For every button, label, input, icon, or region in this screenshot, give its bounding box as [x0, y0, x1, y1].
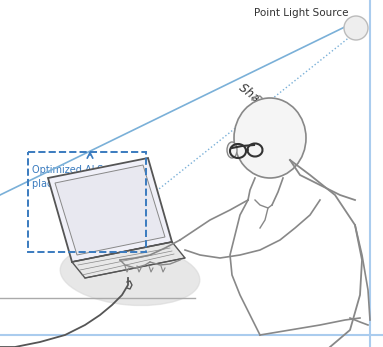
Ellipse shape	[60, 245, 200, 305]
Polygon shape	[48, 158, 172, 262]
Text: Shadow line: Shadow line	[236, 81, 300, 135]
Ellipse shape	[227, 142, 237, 158]
Ellipse shape	[234, 98, 306, 178]
Text: Point Light Source: Point Light Source	[254, 8, 348, 18]
Circle shape	[344, 16, 368, 40]
Polygon shape	[72, 242, 185, 278]
Polygon shape	[55, 165, 165, 255]
Bar	[28, 152, 146, 252]
Text: Optimized ALS
placement zone: Optimized ALS placement zone	[32, 165, 110, 189]
